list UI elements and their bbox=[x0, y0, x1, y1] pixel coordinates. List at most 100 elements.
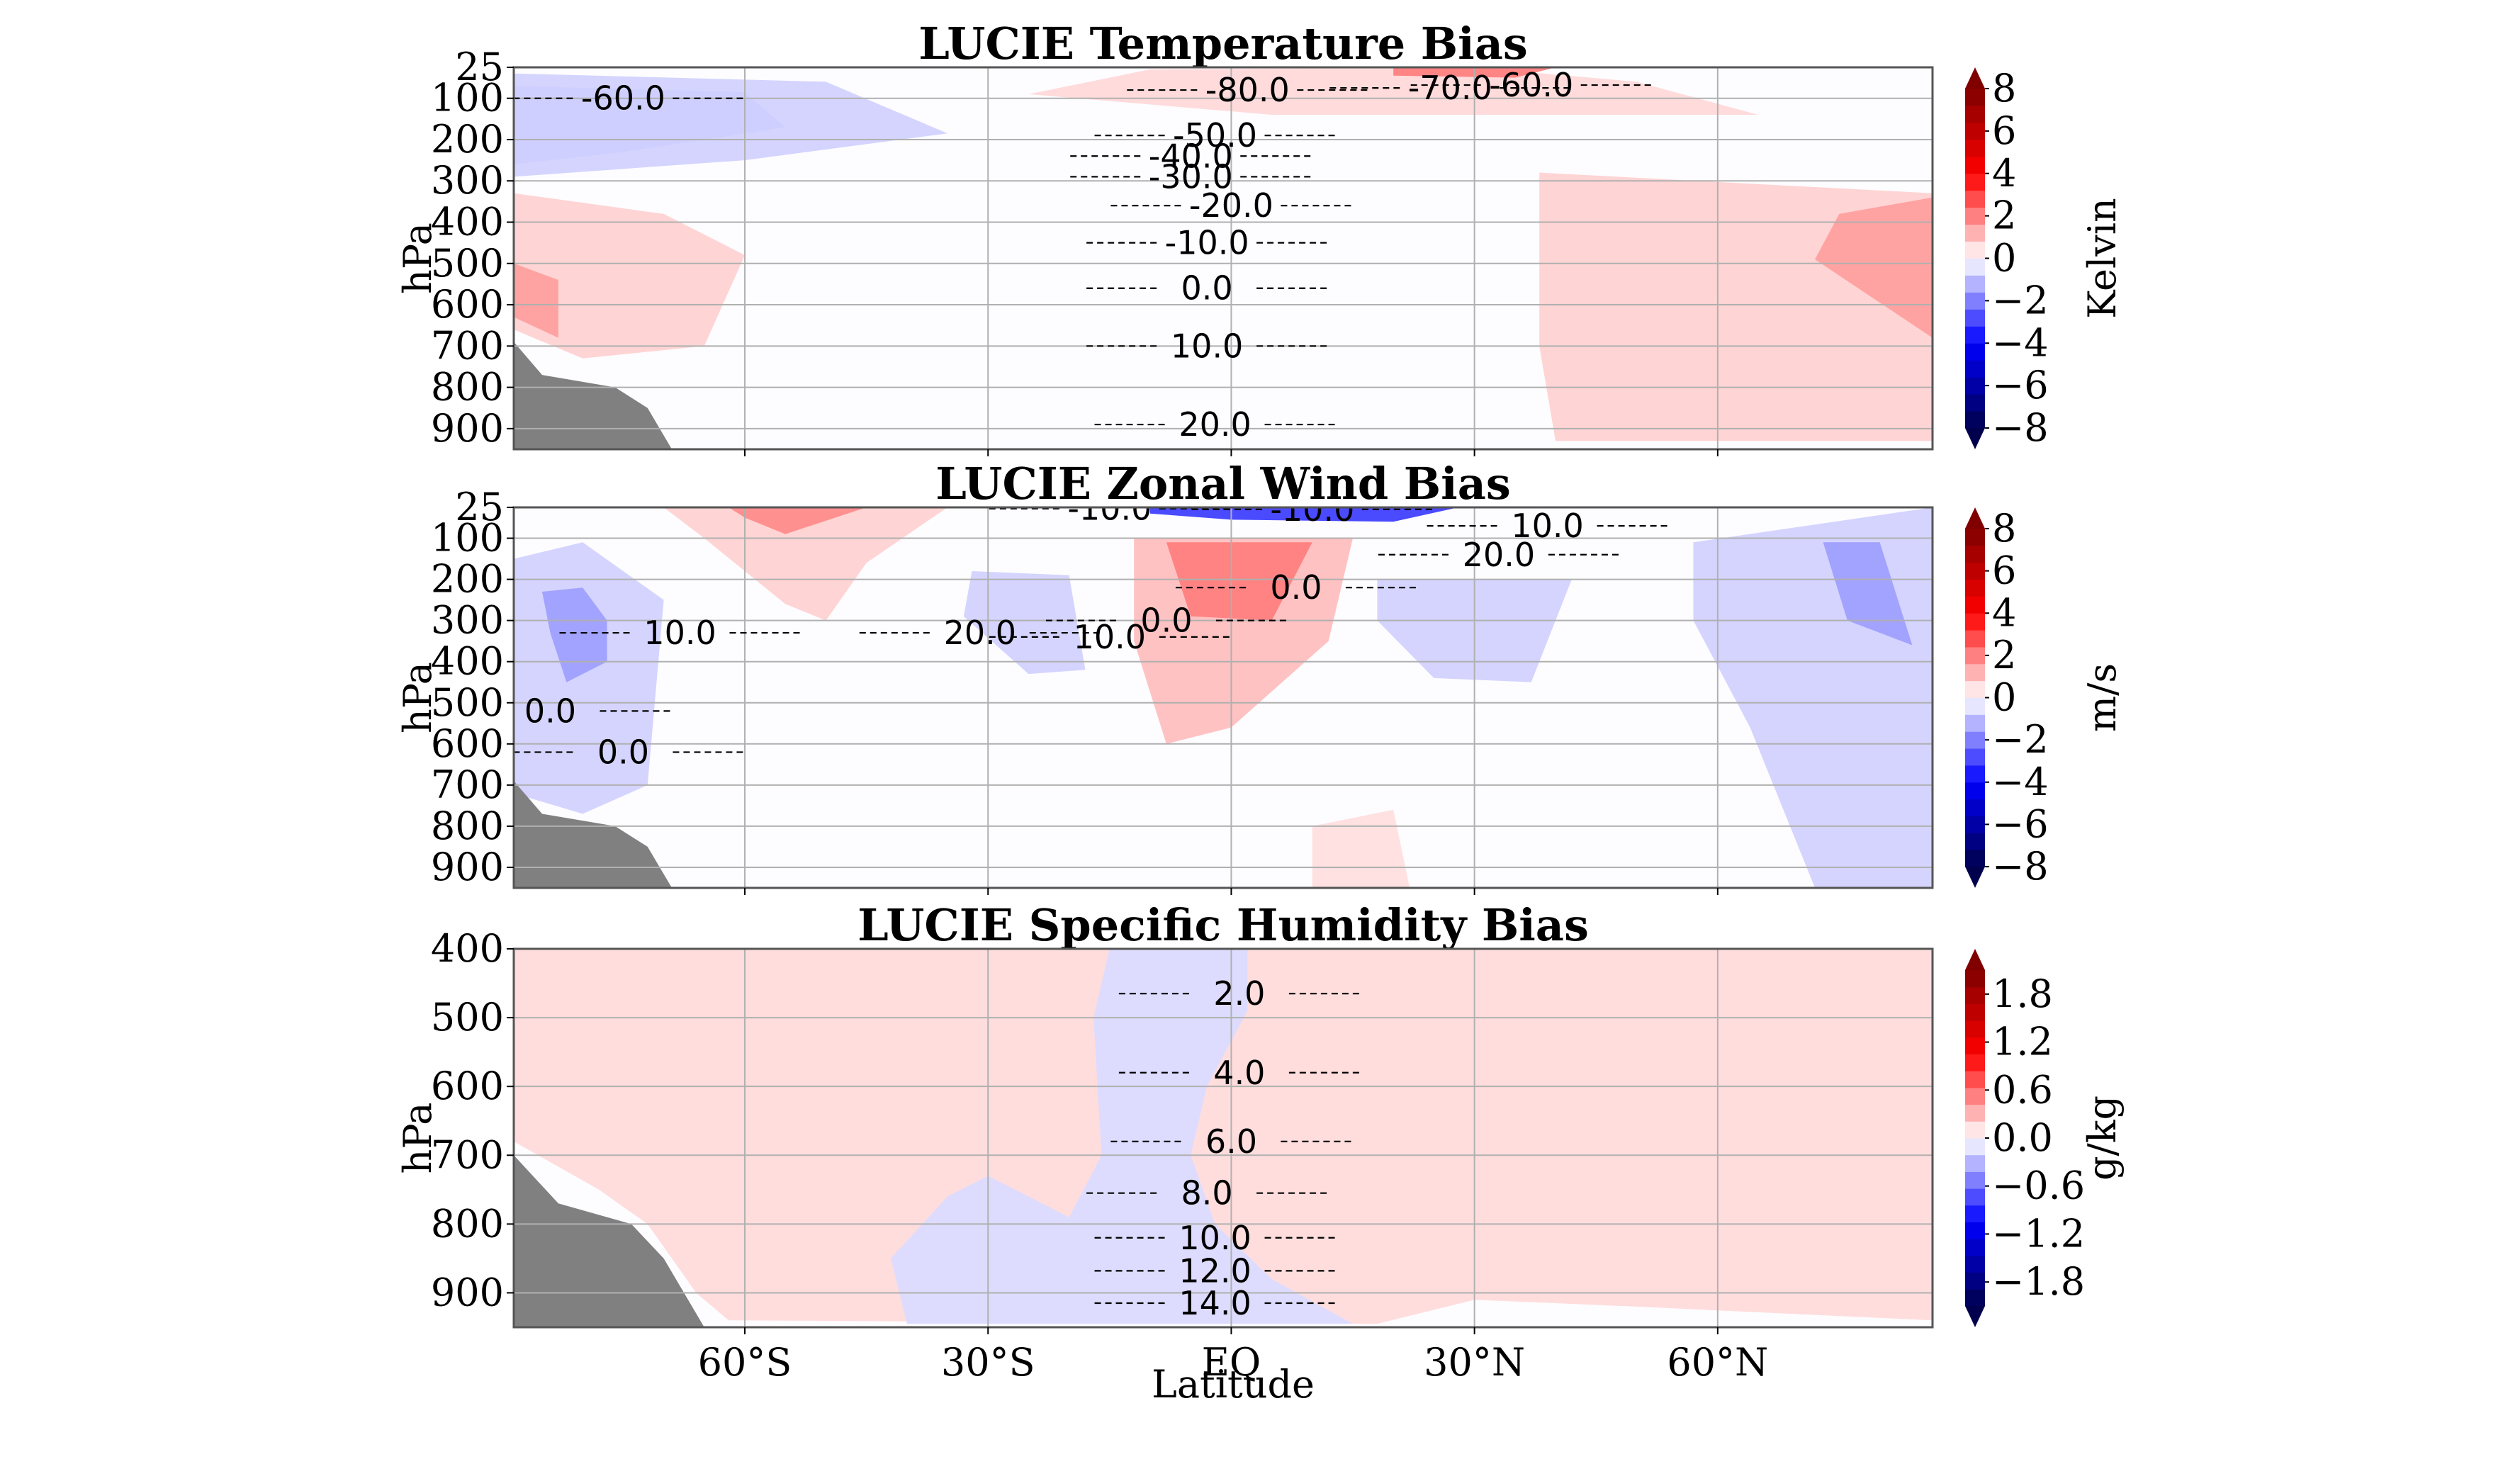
colorbar-segment bbox=[1965, 343, 1985, 361]
colorbar-tick-label: 1.8 bbox=[1992, 972, 2053, 1016]
colorbar-segment bbox=[1965, 173, 1985, 191]
x-axis-label: Latitude bbox=[1152, 1362, 1315, 1407]
colorbar-segment bbox=[1965, 579, 1985, 597]
colorbar-tick-label: −4 bbox=[1992, 320, 2049, 365]
colorbar-segment bbox=[1965, 275, 1985, 293]
colorbar-tick-label: 6 bbox=[1992, 108, 2016, 153]
y-tick-label: 900 bbox=[431, 845, 504, 889]
y-tick-label: 100 bbox=[431, 516, 504, 561]
colorbar-tick-label: −8 bbox=[1992, 844, 2049, 889]
topography-mask bbox=[514, 1155, 704, 1327]
colorbar-segment bbox=[1965, 782, 1985, 800]
colorbar-segment bbox=[1965, 529, 1985, 546]
colorbar-segment bbox=[1965, 799, 1985, 816]
contour-label: -70.0 bbox=[1408, 69, 1492, 107]
colorbar-label: m/s bbox=[2080, 663, 2125, 732]
contour-label: 2.0 bbox=[1213, 974, 1265, 1013]
colorbar-tick-label: −1.8 bbox=[1992, 1259, 2085, 1304]
contour-label: 10.0 bbox=[1179, 1219, 1251, 1257]
colorbar-segment bbox=[1965, 394, 1985, 412]
topography-mask bbox=[514, 342, 673, 449]
colorbar-segment bbox=[1965, 1054, 1985, 1071]
x-tick-label: 30°N bbox=[1424, 1340, 1525, 1385]
colorbar-segment bbox=[1965, 630, 1985, 648]
y-tick-label: 400 bbox=[431, 200, 504, 244]
panel-title: LUCIE Temperature Bias bbox=[918, 18, 1528, 69]
colorbar-tick-label: −0.6 bbox=[1992, 1164, 2085, 1208]
colorbar-segment bbox=[1965, 224, 1985, 242]
plot-content: -80.0 -70.0-60.0-60.0-50.0-40.0-30.0-20.0… bbox=[514, 66, 1933, 449]
contour-label: -60.0 bbox=[1489, 66, 1573, 104]
contour-label: -10.0 bbox=[1067, 490, 1152, 528]
y-axis-label: hPa bbox=[395, 662, 440, 733]
colorbar-extend-max bbox=[1965, 949, 1985, 970]
colorbar-label: Kelvin bbox=[2080, 198, 2125, 319]
colorbar-segment bbox=[1965, 680, 1985, 698]
contour-label: -50.0 bbox=[1173, 116, 1257, 154]
colorbar-extend-max bbox=[1965, 67, 1985, 89]
colorbar-segment bbox=[1965, 139, 1985, 157]
contour-label: 12.0 bbox=[1179, 1251, 1251, 1290]
colorbar-extend-max bbox=[1965, 507, 1985, 529]
panel-1: LUCIE Temperature Bias-80.0 -70.0-60.0-60… bbox=[395, 18, 2125, 456]
contour-label: -20.0 bbox=[1189, 186, 1273, 225]
colorbar-segment bbox=[1965, 360, 1985, 378]
panel-3: LUCIE Specific Humidity Bias 2.0 4.0 6.0 8.0… bbox=[395, 899, 2125, 1385]
plot-frame bbox=[512, 947, 1934, 1329]
colorbar-tick-label: −6 bbox=[1992, 801, 2049, 846]
colorbar-label: g/kg bbox=[2080, 1096, 2125, 1181]
contour-label: 0.0 bbox=[597, 733, 649, 771]
colorbar-segment bbox=[1965, 1205, 1985, 1222]
colorbar-segment bbox=[1965, 1087, 1985, 1105]
contour-label: 14.0 bbox=[1179, 1284, 1251, 1322]
panel-2: LUCIE Zonal Wind Bias-10.0 -10.0 10.020.01… bbox=[395, 458, 2125, 895]
plot-frame bbox=[512, 66, 1934, 451]
y-tick-label: 900 bbox=[431, 1270, 504, 1314]
colorbar-segment bbox=[1965, 377, 1985, 395]
contour-label: -80.0 bbox=[1205, 71, 1290, 109]
colorbar-extend-min bbox=[1965, 428, 1985, 449]
colorbar-segment bbox=[1965, 562, 1985, 580]
shaded-region bbox=[1166, 542, 1312, 621]
y-tick-label: 800 bbox=[431, 1201, 504, 1246]
shaded-region bbox=[514, 73, 947, 177]
y-tick-label: 600 bbox=[431, 721, 504, 766]
panel-title: LUCIE Zonal Wind Bias bbox=[935, 458, 1511, 509]
contour-label: 4.0 bbox=[1213, 1054, 1265, 1092]
colorbar-segment bbox=[1965, 1272, 1985, 1290]
colorbar-tick-label: −1.2 bbox=[1992, 1211, 2085, 1256]
colorbar-segment bbox=[1965, 1003, 1985, 1021]
contour-label: -10.0 bbox=[1270, 490, 1354, 529]
colorbar-tick-label: 2 bbox=[1992, 193, 2016, 238]
colorbar-segment bbox=[1965, 1222, 1985, 1239]
y-axis-label: hPa bbox=[395, 1103, 440, 1174]
contour-label: 8.0 bbox=[1181, 1174, 1233, 1212]
contour-label: 20.0 bbox=[1179, 405, 1251, 444]
y-tick-label: 300 bbox=[431, 158, 504, 203]
y-tick-label: 700 bbox=[431, 1132, 504, 1177]
colorbar-segment bbox=[1965, 697, 1985, 715]
colorbar-segment bbox=[1965, 1188, 1985, 1206]
colorbar-segment bbox=[1965, 258, 1985, 276]
x-tick-label: EQ bbox=[1202, 1340, 1261, 1385]
colorbar-segment bbox=[1965, 1037, 1985, 1054]
y-tick-label: 500 bbox=[431, 680, 504, 725]
shaded-region bbox=[1028, 67, 1758, 115]
y-tick-label: 700 bbox=[431, 323, 504, 368]
shaded-region bbox=[1150, 507, 1458, 522]
plot-content: -10.0 -10.0 10.020.010.0 20.0 10.00.00.00.00… bbox=[514, 490, 1933, 888]
x-tick-label: 60°N bbox=[1667, 1340, 1768, 1385]
shaded-region bbox=[963, 571, 1086, 675]
colorbar-segment bbox=[1965, 1154, 1985, 1172]
colorbar-tick-label: −6 bbox=[1992, 363, 2049, 407]
colorbar-tick-label: 4 bbox=[1992, 590, 2016, 635]
colorbar-segment bbox=[1965, 731, 1985, 749]
shaded-region bbox=[1815, 197, 1933, 338]
contour-label: 0.0 bbox=[1140, 602, 1192, 640]
topography-mask bbox=[514, 781, 673, 888]
x-tick-label: 30°S bbox=[941, 1340, 1035, 1385]
colorbar-segment bbox=[1965, 1239, 1985, 1256]
y-axis-label: hPa bbox=[395, 223, 440, 294]
colorbar-segment bbox=[1965, 1138, 1985, 1156]
colorbar-segment bbox=[1965, 241, 1985, 259]
